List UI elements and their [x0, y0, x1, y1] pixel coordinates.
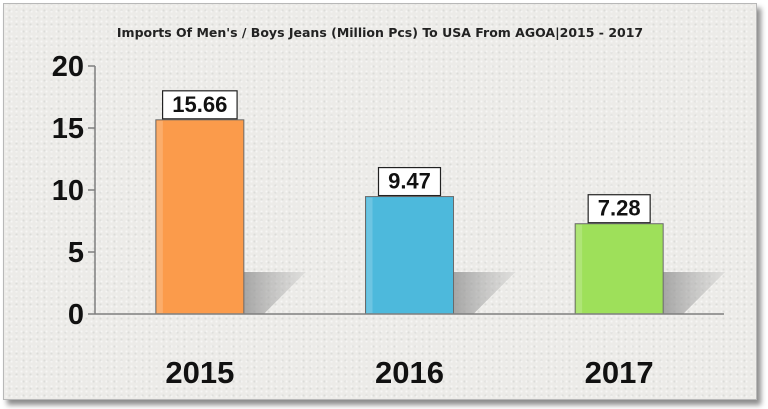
bar-highlight — [156, 120, 163, 313]
chart-title: Imports Of Men's / Boys Jeans (Million P… — [117, 25, 643, 40]
y-tick-label: 20 — [52, 51, 84, 83]
data-label-box — [161, 90, 238, 120]
data-labels: 15.66 9.47 7.28 — [161, 90, 651, 224]
data-label: 15.66 — [172, 92, 227, 117]
bar-highlight — [366, 197, 373, 313]
data-label: 9.47 — [388, 169, 431, 194]
bar-shadow — [657, 272, 726, 314]
y-tick-label: 0 — [68, 299, 84, 331]
bar-2017 — [574, 223, 664, 315]
bar-highlight — [576, 224, 583, 313]
bar-2015 — [155, 119, 245, 315]
data-label-box — [377, 166, 442, 197]
data-label: 7.28 — [598, 196, 641, 221]
data-label-box — [587, 194, 651, 224]
x-axis: 2015 2016 2017 — [95, 313, 724, 390]
chart-frame: Imports Of Men's / Boys Jeans (Million P… — [3, 3, 757, 400]
bars — [155, 119, 664, 315]
bar-2016 — [365, 196, 454, 315]
x-tick-label: 2017 — [585, 355, 654, 390]
y-tick-label: 15 — [52, 113, 84, 145]
bar-chart: Imports Of Men's / Boys Jeans (Million P… — [52, 25, 726, 390]
bar-shadow — [447, 272, 516, 314]
y-axis: 0 5 10 15 20 — [52, 51, 96, 331]
y-tick-label: 10 — [52, 175, 84, 207]
y-tick-label: 5 — [68, 237, 84, 269]
x-tick-label: 2016 — [375, 355, 444, 390]
bar-shadow — [237, 272, 306, 314]
bar-shadows — [237, 272, 726, 314]
x-tick-label: 2015 — [165, 355, 234, 390]
